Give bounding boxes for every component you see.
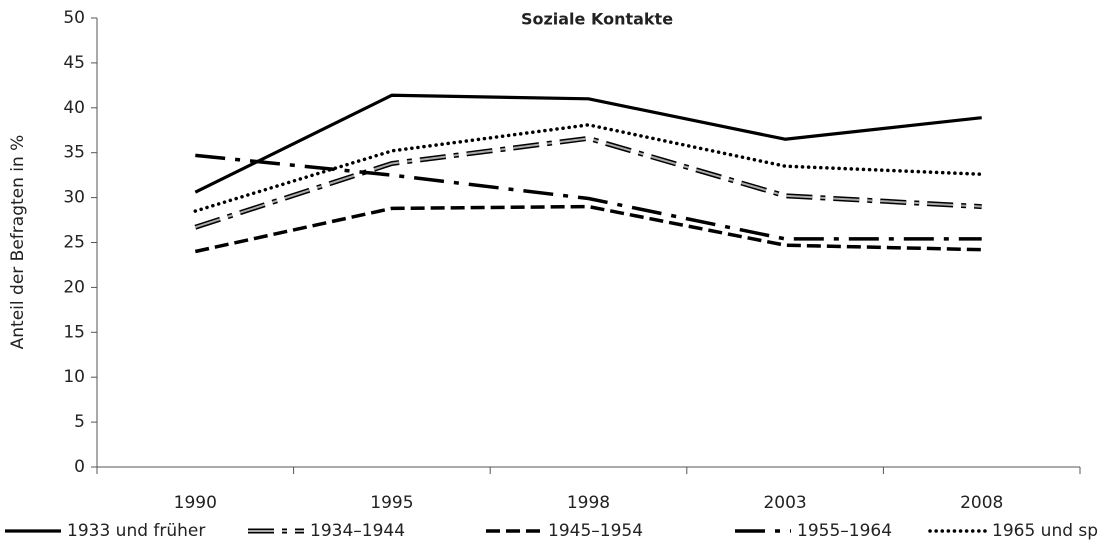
y-tick-label: 25	[63, 233, 85, 253]
legend-label: 1965 und später	[992, 521, 1099, 541]
x-tick-label: 1995	[370, 493, 413, 513]
y-axis-label: Anteil der Befragten in %	[8, 135, 28, 350]
y-tick-label: 0	[74, 457, 85, 477]
series-line	[194, 135, 982, 230]
x-tick-label: 2008	[960, 493, 1003, 513]
series-line	[194, 204, 982, 254]
series-line-inner	[194, 137, 982, 229]
y-tick-label: 40	[63, 98, 85, 118]
chart-title: Soziale Kontakte	[521, 10, 673, 29]
legend-label: 1933 und früher	[67, 521, 205, 541]
legend-label: 1945–1954	[548, 521, 643, 541]
legend-label: 1934–1944	[310, 521, 405, 541]
x-tick-label: 1998	[567, 493, 610, 513]
y-tick-label: 50	[63, 8, 85, 28]
y-tick-label: 10	[63, 367, 85, 387]
y-tick-label: 45	[63, 53, 85, 73]
x-tick-label: 1990	[174, 493, 217, 513]
y-tick-label: 35	[63, 143, 85, 163]
legend-label: 1955–1964	[797, 521, 892, 541]
x-tick-label: 2003	[763, 493, 806, 513]
y-tick-label: 30	[63, 188, 85, 208]
series-line	[193, 123, 984, 213]
y-tick-label: 15	[63, 322, 85, 342]
series-line	[194, 93, 982, 194]
y-tick-label: 20	[63, 277, 85, 297]
y-tick-label: 5	[74, 412, 85, 432]
series-line	[195, 153, 982, 241]
